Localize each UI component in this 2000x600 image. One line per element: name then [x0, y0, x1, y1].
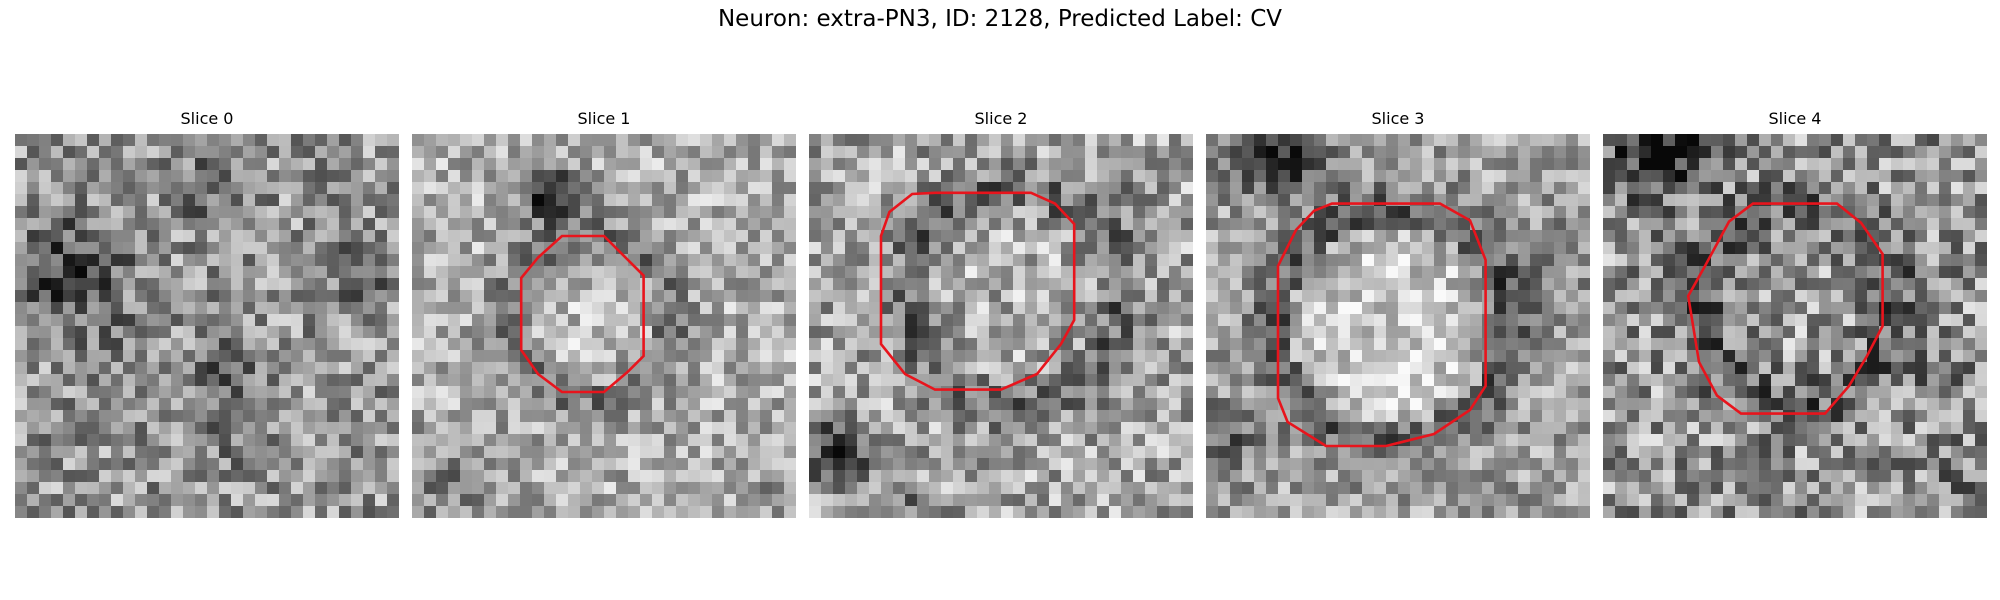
slice-panel-3: Slice 3 — [1206, 108, 1590, 518]
slice-image-4 — [1603, 134, 1987, 518]
segmentation-contour-1 — [519, 234, 645, 394]
slice-title-0: Slice 0 — [180, 109, 234, 128]
slice-image-1 — [412, 134, 796, 518]
slice-panel-1: Slice 1 — [412, 108, 796, 518]
figure-title: Neuron: extra-PN3, ID: 2128, Predicted L… — [717, 6, 1283, 32]
segmentation-contour-4 — [1686, 202, 1884, 415]
slice-panel-2: Slice 2 — [809, 108, 1193, 518]
slice-image-0 — [15, 134, 399, 518]
segmentation-contour-2 — [879, 191, 1076, 391]
slice-title-2: Slice 2 — [974, 109, 1028, 128]
slice-image-2 — [809, 134, 1193, 518]
slice-title-1: Slice 1 — [577, 109, 631, 128]
slice-panel-4: Slice 4 — [1603, 108, 1987, 518]
slice-image-3 — [1206, 134, 1590, 518]
slice-title-3: Slice 3 — [1371, 109, 1425, 128]
slice-panel-0: Slice 0 — [15, 108, 399, 518]
slice-title-4: Slice 4 — [1768, 109, 1822, 128]
segmentation-contour-3 — [1276, 202, 1487, 448]
